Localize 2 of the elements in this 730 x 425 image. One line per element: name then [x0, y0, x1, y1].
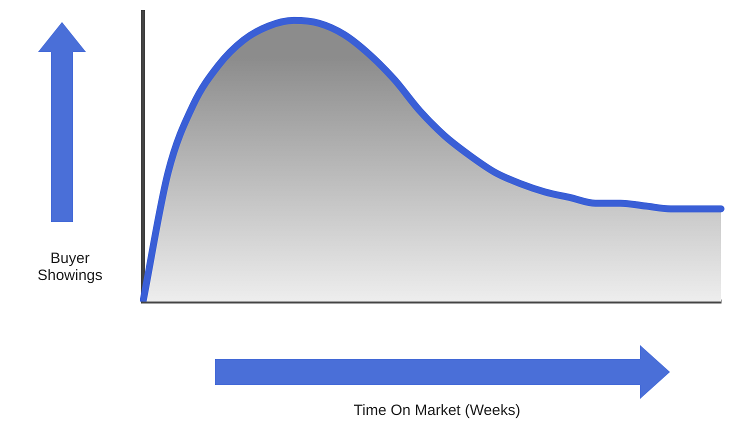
- text: Time On Market (Weeks): [352, 402, 522, 419]
- y-axis-title: Buyer Showings: [36, 250, 104, 284]
